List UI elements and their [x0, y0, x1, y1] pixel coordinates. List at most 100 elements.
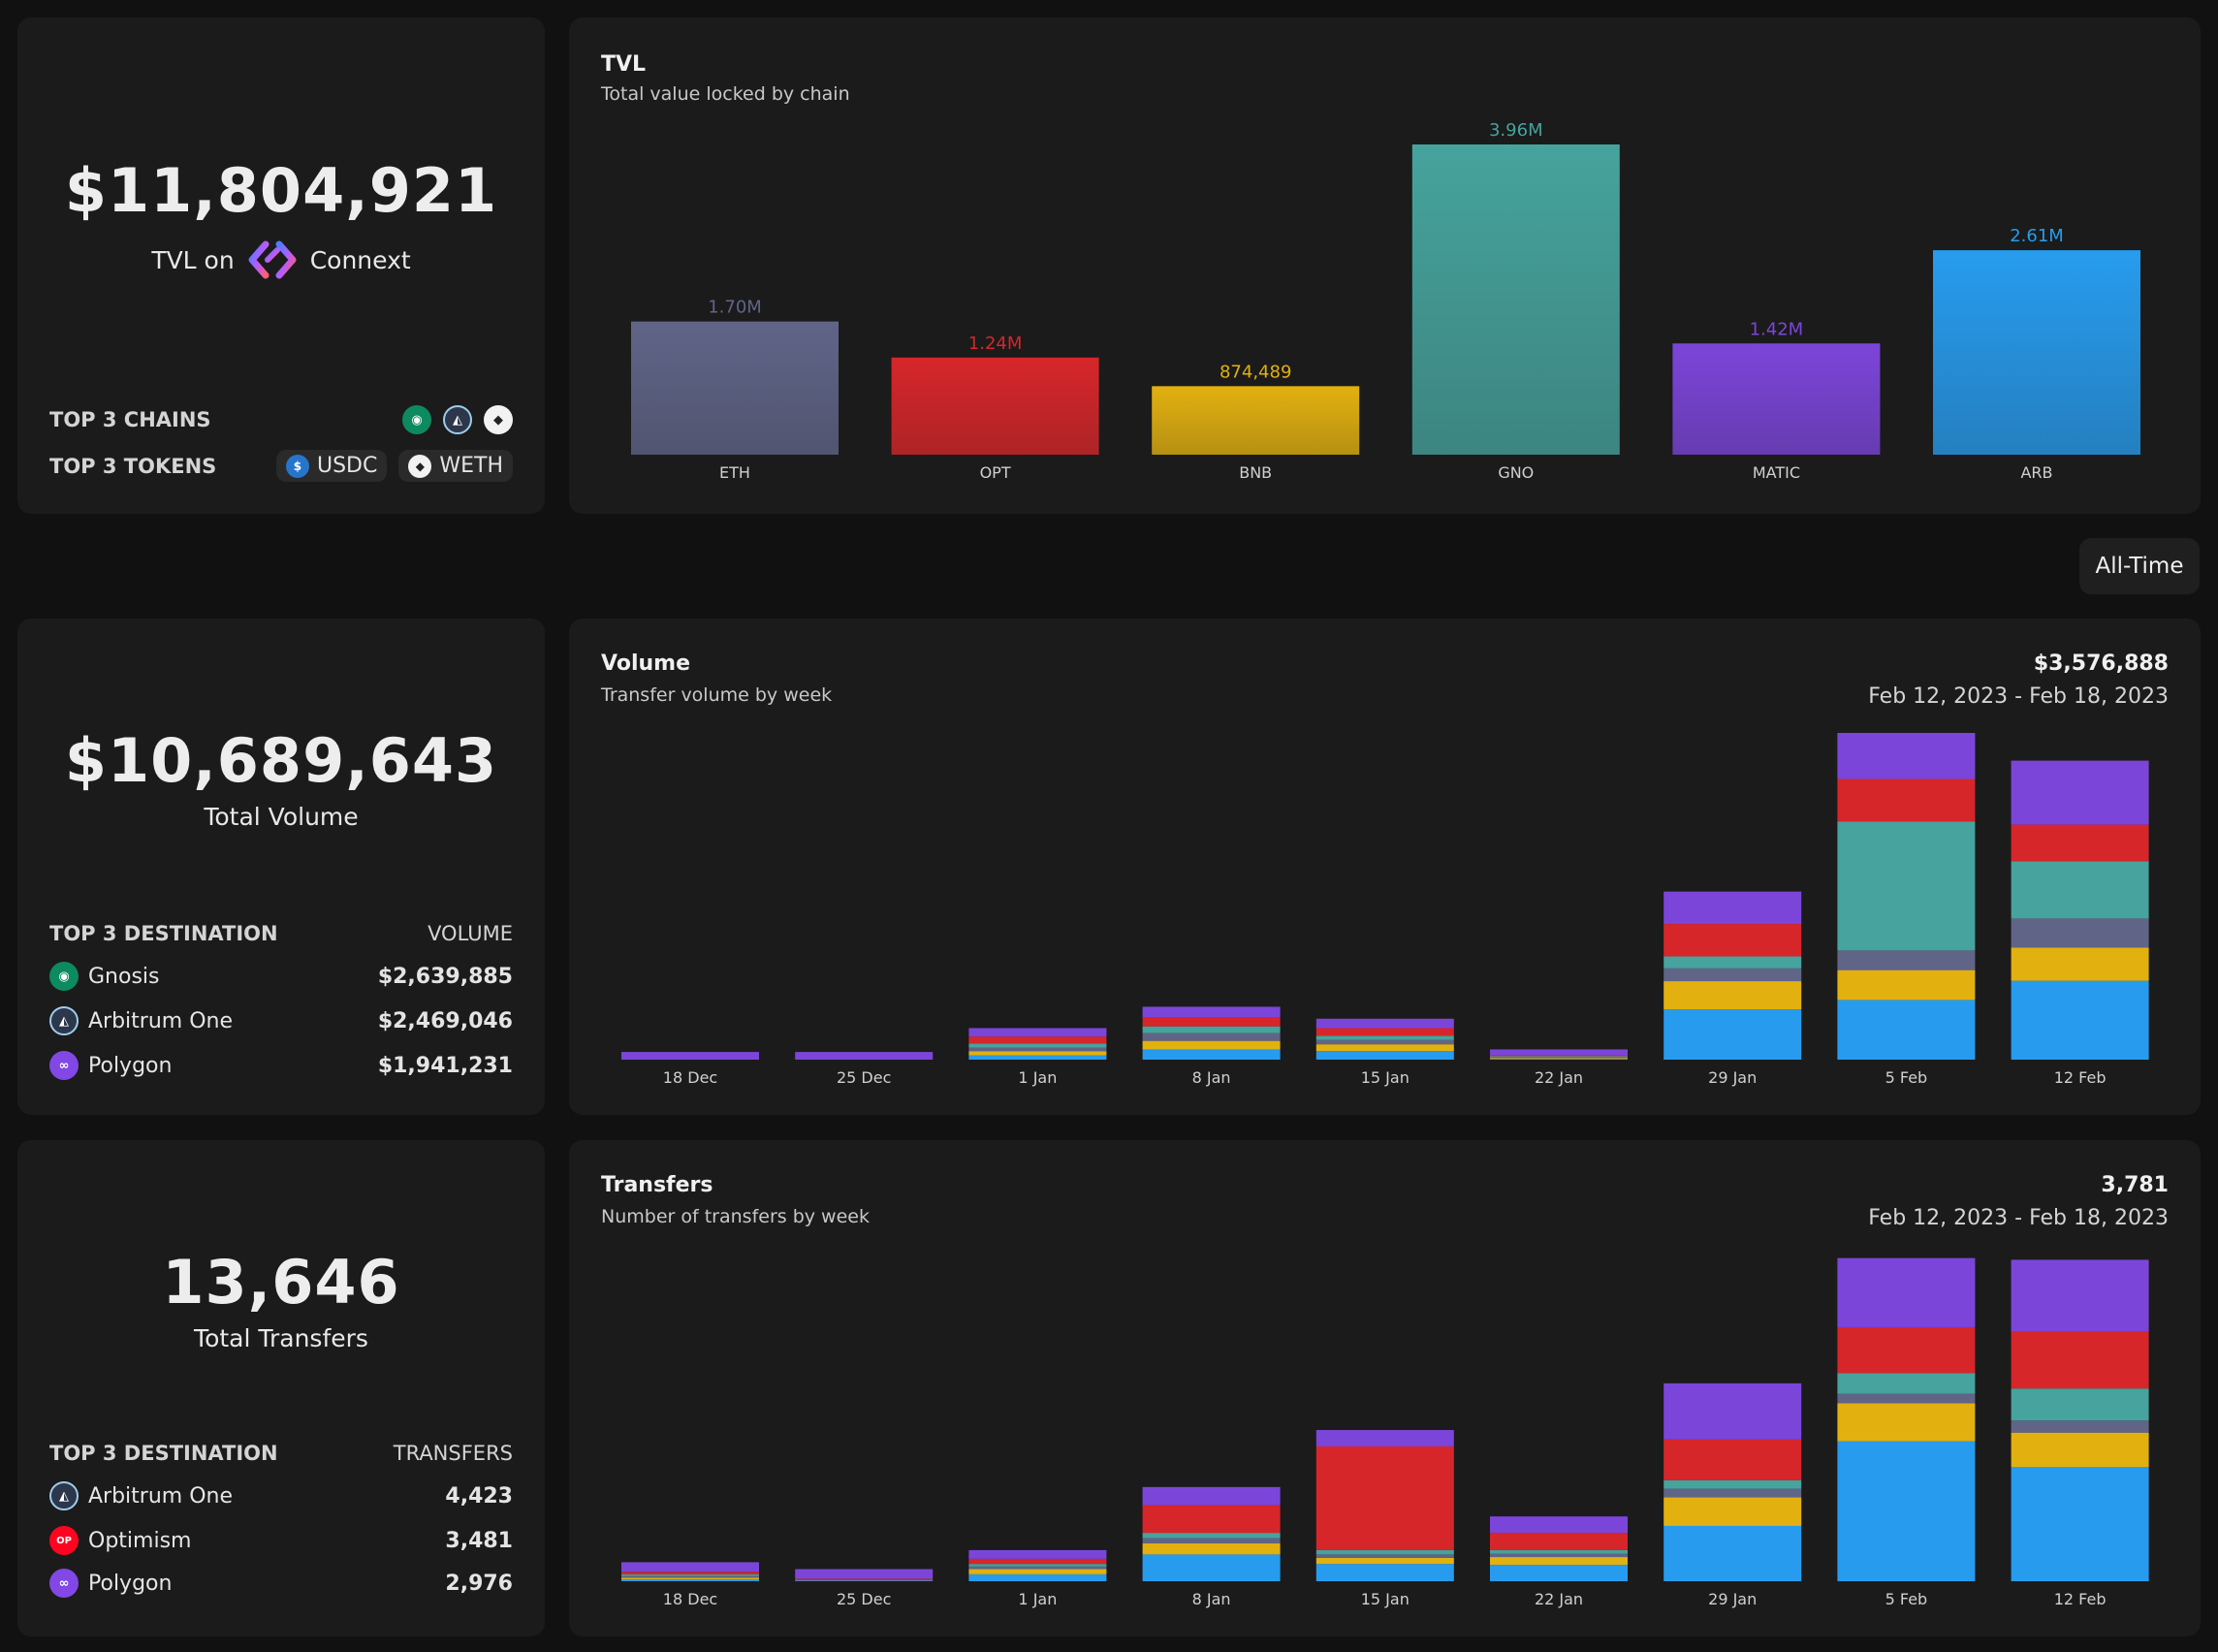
volume-bar-eth — [968, 1047, 1107, 1052]
volume-bar-opt — [1490, 1055, 1628, 1057]
volume-bar-opt — [1315, 1028, 1454, 1036]
volume-bar-arb — [1490, 1059, 1628, 1060]
all-time-filter-button[interactable]: All-Time — [2079, 538, 2200, 594]
volume-bar-bnb — [1315, 1044, 1454, 1052]
volume-bar-gno — [1664, 956, 1802, 969]
transfers-bar-arb — [621, 1579, 759, 1581]
transfers-bar-arb — [2011, 1467, 2149, 1581]
transfers-bar-matic — [1490, 1516, 1628, 1534]
volume-summary-card: $10,689,643 Total Volume TOP 3 DESTINATI… — [17, 619, 545, 1115]
tvl-label: TVL on Connext — [17, 238, 545, 281]
volume-bar-matic — [2011, 760, 2149, 825]
volume-category-label: 15 Jan — [1361, 1068, 1410, 1087]
volume-bar-opt — [1664, 924, 1802, 957]
transfers-bar-bnb — [2011, 1432, 2149, 1468]
transfers-amount: 13,646 — [162, 1247, 400, 1318]
transfers-bar-opt — [968, 1558, 1107, 1565]
transfers-bar-gno — [1837, 1373, 1976, 1394]
connext-logo-icon — [248, 240, 297, 279]
tvl-bar-arb — [1933, 250, 2140, 455]
volume-bar-bnb — [1837, 969, 1976, 1001]
transfers-bar-gno — [1315, 1549, 1454, 1555]
top-tokens-row: TOP 3 TOKENS $ USDC ◆ WETH — [49, 450, 513, 482]
transfers-bar-arb — [1142, 1554, 1281, 1581]
volume-bar-matic — [1490, 1049, 1628, 1056]
volume-bar-bnb — [2011, 947, 2149, 981]
transfers-bar-gno — [1490, 1549, 1628, 1554]
tvl-chart: 1.70M ETH 1.24M OPT 874,489 BNB 3.96M GNO 1.42M M… — [631, 120, 2140, 482]
tvl-category-label-bnb: BNB — [1239, 463, 1272, 482]
transfers-bar-opt — [1142, 1505, 1281, 1534]
transfers-bar-eth — [1142, 1538, 1281, 1543]
transfers-chart: 18 Dec 25 Dec 1 Jan 8 Jan 15 Jan 22 Jan 29 Jan… — [621, 1257, 2149, 1608]
transfers-bar-matic — [1142, 1486, 1281, 1506]
volume-row-value: $1,941,231 — [377, 1053, 513, 1078]
transfers-bar-gno — [1664, 1479, 1802, 1489]
volume-bar-gno — [2011, 861, 2149, 919]
volume-bar-eth — [1664, 968, 1802, 982]
volume-row-value: $2,469,046 — [377, 1008, 513, 1033]
transfers-bar-opt — [621, 1572, 759, 1574]
volume-bar-matic — [1664, 891, 1802, 925]
tvl-value-label-opt: 1.24M — [968, 334, 1023, 354]
transfers-row-value: 2,976 — [445, 1571, 513, 1596]
transfers-bar-matic — [968, 1549, 1107, 1559]
transfers-bar-matic — [1837, 1257, 1976, 1327]
tvl-chart-card: TVL Total value locked by chain 1.70M ETH… — [569, 17, 2201, 514]
volume-bar-gno — [968, 1043, 1107, 1048]
transfers-row-arbitrum: ◭ Arbitrum One 4,423 — [49, 1481, 513, 1510]
volume-bar-gno — [1490, 1056, 1628, 1058]
volume-bar-opt — [968, 1036, 1107, 1044]
volume-bar-eth — [2011, 918, 2149, 948]
volume-category-label: 12 Feb — [2054, 1068, 2107, 1087]
tvl-value-label-matic: 1.42M — [1750, 319, 1804, 339]
volume-bar-arb — [1837, 1000, 1976, 1060]
transfers-category-label: 18 Dec — [663, 1590, 717, 1608]
volume-category-label: 25 Dec — [837, 1068, 891, 1087]
tvl-category-label-opt: OPT — [980, 463, 1011, 482]
token-usdc: $ USDC — [275, 450, 388, 482]
transfers-bar-eth — [968, 1566, 1107, 1570]
volume-category-label: 18 Dec — [663, 1068, 717, 1087]
volume-bar-arb — [2011, 980, 2149, 1060]
volume-chart-subtitle: Transfer volume by week — [601, 684, 833, 706]
tvl-category-label-arb: ARB — [2020, 463, 2052, 482]
transfers-row-value: 4,423 — [445, 1483, 513, 1509]
transfers-bar-eth — [1664, 1488, 1802, 1498]
volume-bar-matic — [795, 1052, 934, 1060]
transfers-bar-arb — [968, 1573, 1107, 1581]
volume-bar-arb — [1315, 1051, 1454, 1060]
transfers-table-header: TOP 3 DESTINATION TRANSFERS — [49, 1442, 513, 1465]
token-weth: ◆ WETH — [398, 450, 513, 482]
volume-category-label: 22 Jan — [1535, 1068, 1583, 1087]
transfers-row-value: 3,481 — [445, 1528, 513, 1553]
volume-bar-eth — [1142, 1032, 1281, 1041]
tvl-bar-matic — [1672, 343, 1881, 455]
transfers-bar-matic — [2011, 1259, 2149, 1332]
tvl-value-label-arb: 2.61M — [2010, 226, 2064, 246]
transfers-bar-opt — [1664, 1439, 1802, 1480]
transfers-bar-bnb — [1315, 1557, 1454, 1565]
usdc-icon: $ — [285, 454, 309, 478]
transfers-bar-eth — [1315, 1554, 1454, 1558]
transfers-bar-eth — [1837, 1393, 1976, 1404]
gnosis-icon: ◉ — [402, 405, 431, 434]
volume-bar-eth — [1490, 1057, 1628, 1059]
tvl-chart-title: TVL — [601, 52, 647, 77]
volume-bar-eth — [1315, 1039, 1454, 1045]
transfers-category-label: 1 Jan — [1018, 1590, 1057, 1608]
transfers-category-label: 5 Feb — [1885, 1590, 1928, 1608]
volume-row-name: Gnosis — [88, 964, 160, 989]
transfers-col-value: TRANSFERS — [393, 1442, 513, 1465]
transfers-bar-gno — [968, 1564, 1107, 1567]
volume-chart-total: $3,576,888 — [2033, 651, 2169, 676]
arbitrum-icon: ◭ — [443, 405, 472, 434]
volume-bar-opt — [1142, 1017, 1281, 1027]
arbitrum-icon: ◭ — [49, 1006, 79, 1035]
transfers-chart-range: Feb 12, 2023 - Feb 18, 2023 — [1868, 1206, 2169, 1230]
top-chains-label: TOP 3 CHAINS — [49, 408, 211, 431]
transfers-bar-bnb — [968, 1569, 1107, 1574]
transfers-bar-matic — [1664, 1382, 1802, 1440]
polygon-icon: ∞ — [49, 1569, 79, 1598]
transfers-category-label: 25 Dec — [837, 1590, 891, 1608]
